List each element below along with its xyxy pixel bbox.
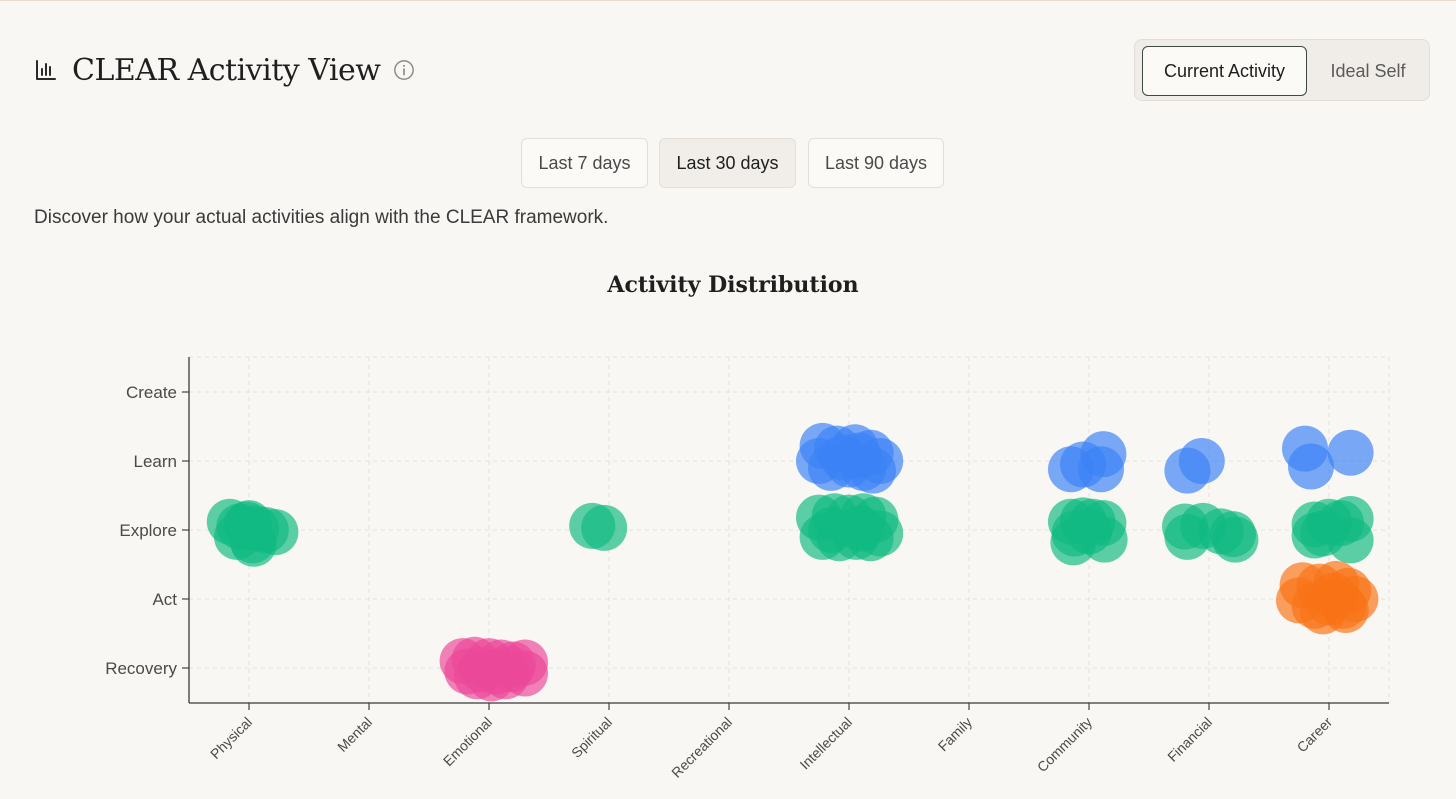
x-tick-label: Spiritual — [568, 714, 615, 761]
page-title: CLEAR Activity View — [72, 52, 381, 88]
y-tick-label: Act — [152, 590, 177, 609]
x-tick-label: Community — [1034, 714, 1095, 775]
data-point-explore — [1164, 513, 1211, 560]
ideal-self-toggle[interactable]: Ideal Self — [1330, 60, 1406, 81]
last-30-days-button[interactable]: Last 30 days — [659, 138, 796, 188]
data-point-learn — [835, 432, 882, 479]
x-tick-label: Family — [935, 714, 975, 754]
data-point-explore — [581, 504, 628, 551]
y-tick-label: Create — [126, 383, 177, 402]
last-90-days-button[interactable]: Last 90 days — [808, 138, 944, 188]
data-point-explore — [223, 501, 270, 548]
chart-title: Activity Distribution — [607, 272, 859, 298]
data-point-explore — [1212, 516, 1259, 563]
data-point-recovery — [502, 650, 548, 697]
current-activity-toggle[interactable]: Current Activity — [1142, 46, 1307, 96]
data-point-explore — [1291, 512, 1338, 559]
top-border — [0, 0, 1456, 5]
data-point-act — [1310, 572, 1357, 619]
data-point-learn — [1288, 443, 1334, 490]
data-point-explore — [1327, 517, 1374, 564]
data-point-explore — [1050, 519, 1097, 566]
data-point-learn — [1080, 431, 1127, 478]
data-point-learn — [1178, 438, 1225, 484]
bar-chart-icon — [36, 60, 56, 80]
x-tick-label: Mental — [334, 714, 375, 755]
data-point-learn — [1327, 429, 1374, 476]
x-tick-label: Financial — [1164, 714, 1215, 765]
y-tick-label: Recovery — [105, 659, 177, 678]
info-icon[interactable] — [393, 59, 415, 81]
page-header: CLEAR Activity View — [34, 50, 415, 90]
x-tick-label: Career — [1294, 714, 1336, 756]
x-tick-label: Intellectual — [796, 714, 855, 773]
x-tick-label: Recreational — [668, 714, 735, 781]
x-tick-label: Emotional — [440, 714, 495, 769]
x-tick-label: Physical — [207, 714, 255, 762]
description-text: Discover how your actual activities alig… — [34, 207, 609, 228]
view-toggle: Current Activity Ideal Self — [1134, 39, 1430, 101]
data-point-explore — [838, 505, 884, 552]
last-7-days-button[interactable]: Last 7 days — [521, 138, 648, 188]
y-tick-label: Explore — [119, 521, 177, 540]
y-tick-label: Learn — [134, 452, 177, 471]
